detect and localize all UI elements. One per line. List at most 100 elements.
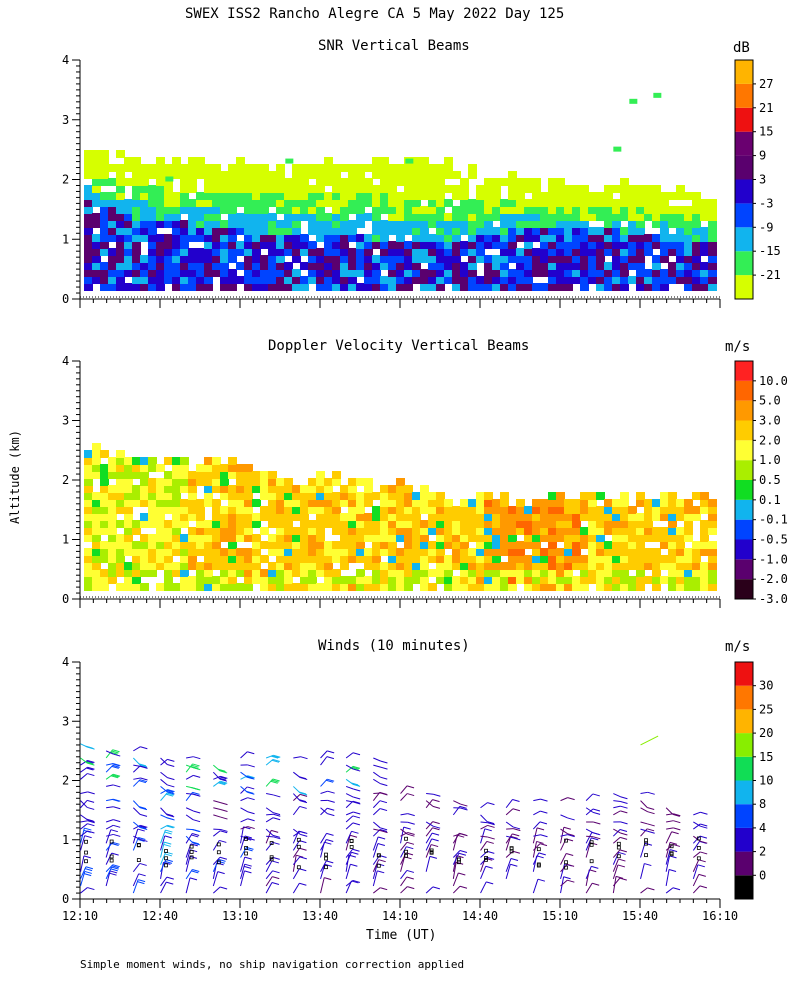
doppler-cell: [356, 499, 365, 507]
doppler-cell: [108, 499, 117, 507]
doppler-cell: [580, 513, 589, 521]
wind-barb-flag: [272, 841, 280, 845]
doppler-cell: [516, 513, 525, 521]
doppler-cell: [396, 499, 405, 507]
snr-cell: [436, 234, 445, 242]
wind-barb-flag: [326, 839, 334, 842]
calm-marker: [324, 865, 328, 870]
snr-cell: [116, 241, 125, 249]
wind-barb-flag: [247, 786, 255, 790]
snr-cell: [252, 269, 261, 277]
snr-cell: [708, 220, 717, 228]
doppler-cell: [308, 576, 317, 584]
wind-barb-flag: [349, 834, 358, 838]
doppler-cell: [236, 492, 245, 500]
doppler-cell: [532, 569, 541, 577]
snr-cell: [300, 192, 309, 200]
wind-barb: [345, 835, 351, 851]
wind-barb: [585, 866, 592, 880]
doppler-cell: [396, 562, 405, 570]
doppler-cell: [628, 548, 637, 556]
snr-cell: [188, 269, 197, 277]
doppler-cell: [172, 478, 181, 486]
doppler-cell: [276, 534, 285, 542]
wind-barb: [213, 807, 221, 810]
snr-cell: [428, 269, 437, 277]
wind-barb-flag: [510, 863, 518, 867]
doppler-cell: [420, 548, 429, 556]
snr-cell: [684, 283, 693, 291]
wind-barb: [240, 786, 248, 793]
snr-cell: [613, 146, 622, 152]
wind-barb: [693, 821, 701, 827]
wind-barb-flag: [407, 813, 415, 817]
wind-barb-flag: [113, 784, 121, 788]
colorbar-label: 3: [759, 173, 766, 187]
doppler-cell: [356, 576, 365, 584]
snr-cell: [180, 234, 189, 242]
doppler-cell: [180, 569, 189, 577]
doppler-cell: [460, 527, 469, 535]
snr-cell: [236, 164, 245, 172]
snr-cell: [444, 255, 453, 263]
wind-barb-flag: [697, 864, 705, 868]
doppler-cell: [396, 506, 405, 514]
snr-cell: [564, 199, 573, 207]
snr-cell: [188, 213, 197, 221]
snr-cell: [316, 178, 325, 186]
doppler-cell: [612, 541, 621, 549]
doppler-cell: [308, 569, 317, 577]
doppler-cell: [276, 527, 285, 535]
doppler-cell: [324, 583, 333, 591]
doppler-cell: [652, 499, 661, 507]
doppler-cell: [244, 548, 253, 556]
snr-cell: [284, 185, 293, 193]
wind-barb: [213, 780, 221, 787]
doppler-cell: [324, 478, 333, 486]
snr-cell: [156, 262, 165, 270]
calm-marker: [696, 846, 701, 850]
doppler-cell: [492, 513, 501, 521]
doppler-cell: [300, 548, 309, 556]
snr-cell: [316, 206, 325, 214]
doppler-cell: [404, 506, 413, 514]
snr-cell: [140, 283, 149, 291]
snr-cell: [332, 283, 341, 291]
doppler-cell: [228, 541, 237, 549]
snr-cell: [180, 164, 189, 172]
snr-cell: [348, 234, 357, 242]
doppler-cell: [140, 485, 149, 493]
doppler-cell: [588, 506, 597, 514]
snr-cell: [628, 241, 637, 249]
wind-barb: [453, 833, 461, 837]
doppler-cell: [652, 562, 661, 570]
wind-barb-flag: [377, 870, 385, 874]
calm-marker: [669, 852, 674, 857]
wind-barb-flag: [460, 803, 468, 807]
wind-barb: [292, 793, 301, 801]
colorbar-label: 5.0: [759, 394, 781, 408]
doppler-cell: [180, 513, 189, 521]
snr-cell: [252, 276, 261, 284]
wind-barb-flag: [353, 796, 361, 800]
wind-barb-flag: [510, 857, 519, 861]
wind-barb: [613, 805, 621, 809]
doppler-cell: [196, 506, 205, 514]
snr-cell: [324, 241, 333, 249]
calm-marker: [136, 858, 141, 862]
snr-cell: [708, 248, 717, 256]
doppler-cell: [92, 569, 101, 577]
snr-cell: [372, 192, 381, 200]
snr-cell: [300, 199, 309, 207]
wind-barb: [585, 807, 594, 813]
doppler-cell: [628, 562, 637, 570]
snr-cell: [100, 227, 109, 235]
snr-cell: [484, 283, 493, 291]
snr-cell: [148, 171, 157, 179]
doppler-cell: [124, 548, 133, 556]
doppler-cell: [628, 527, 637, 535]
wind-barb: [212, 856, 221, 865]
doppler-cell: [92, 513, 101, 521]
snr-cell: [172, 241, 181, 249]
wind-barb-flag: [84, 868, 93, 872]
